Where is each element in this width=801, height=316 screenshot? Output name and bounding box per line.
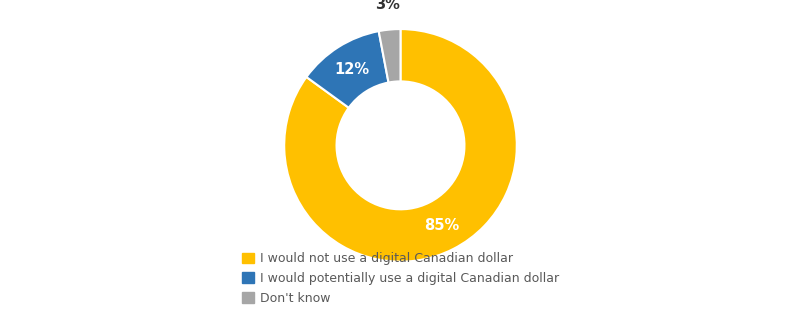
Wedge shape bbox=[307, 31, 388, 108]
Wedge shape bbox=[284, 29, 517, 262]
Text: 12%: 12% bbox=[335, 62, 370, 77]
Wedge shape bbox=[379, 29, 400, 82]
Legend: I would not use a digital Canadian dollar, I would potentially use a digital Can: I would not use a digital Canadian dolla… bbox=[236, 247, 565, 310]
Text: 3%: 3% bbox=[375, 0, 400, 12]
Text: 85%: 85% bbox=[424, 218, 459, 233]
